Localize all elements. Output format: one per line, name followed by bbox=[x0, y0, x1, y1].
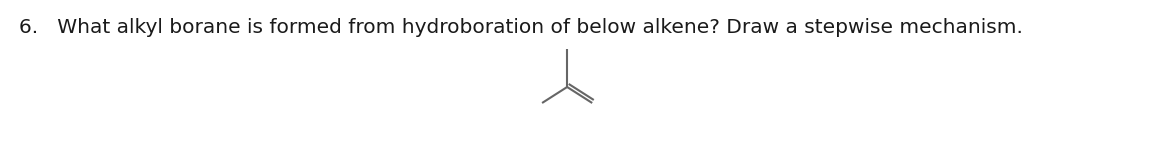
Text: 6.   What alkyl borane is formed from hydroboration of below alkene? Draw a step: 6. What alkyl borane is formed from hydr… bbox=[19, 18, 1023, 37]
